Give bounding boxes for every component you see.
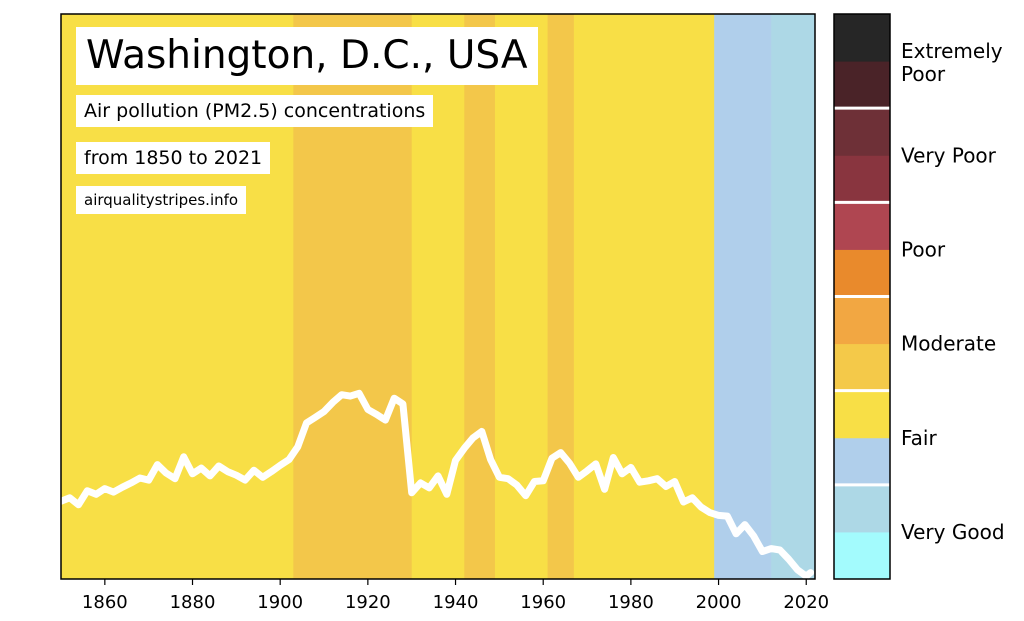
- colorbar-segment: [834, 343, 890, 392]
- colorbar-label: Moderate: [901, 332, 996, 356]
- colorbar-label: Poor: [901, 237, 946, 261]
- chart-date-range: from 1850 to 2021: [76, 142, 271, 174]
- x-axis: 1860 1880 1900 1920 1940 1960 1980 2000 2020: [82, 579, 829, 613]
- x-tick-label: 2000: [696, 592, 742, 613]
- stripe-1967-1998: [573, 14, 715, 579]
- chart-title: Washington, D.C., USA: [76, 27, 538, 85]
- x-tick-label: 1940: [433, 592, 479, 613]
- stripe-1999-2011: [714, 14, 772, 579]
- x-tick-label: 1900: [257, 592, 303, 613]
- colorbar-label-line2: Poor: [901, 62, 946, 86]
- colorbar-segment: [834, 484, 890, 533]
- colorbar-segment: [834, 296, 890, 345]
- colorbar-segment: [834, 249, 890, 297]
- colorbar-segment: [834, 202, 890, 250]
- colorbar-frame: [833, 13, 891, 580]
- colorbar-segment: [834, 61, 890, 109]
- x-tick-label: 1860: [82, 592, 128, 613]
- colorbar-segment: [834, 390, 890, 439]
- plot-frame: [60, 13, 816, 580]
- stripe-1942-1948: [464, 14, 496, 579]
- x-tick-label: 1980: [608, 592, 654, 613]
- colorbar: [834, 14, 890, 580]
- colorbar-segment: [834, 531, 890, 580]
- stripe-1961-1966: [547, 14, 575, 579]
- colorbar-label: Very Poor: [901, 143, 997, 167]
- source-link[interactable]: airqualitystripes.info: [76, 186, 247, 214]
- chart-subtitle: Air pollution (PM2.5) concentrations: [76, 95, 434, 127]
- x-tick-label: 1920: [345, 592, 391, 613]
- pm25-series-line: [57, 389, 815, 580]
- colorbar-labels: Very Good Fair Moderate Poor Very Poor Extrem…: [901, 39, 1005, 544]
- colorbar-segment: [834, 155, 890, 203]
- colorbar-segment: [834, 14, 890, 62]
- stripe-1949-1960: [494, 14, 549, 579]
- stripe-2012-2021: [771, 14, 816, 579]
- colorbar-label: Extremely: [901, 39, 1003, 63]
- colorbar-segment: [834, 437, 890, 486]
- colorbar-segment: [834, 108, 890, 156]
- x-tick-label: 1960: [520, 592, 566, 613]
- colorbar-label: Fair: [901, 426, 937, 450]
- x-tick-label: 1880: [170, 592, 216, 613]
- x-tick-label: 2020: [783, 592, 829, 613]
- colorbar-label: Very Good: [901, 520, 1005, 544]
